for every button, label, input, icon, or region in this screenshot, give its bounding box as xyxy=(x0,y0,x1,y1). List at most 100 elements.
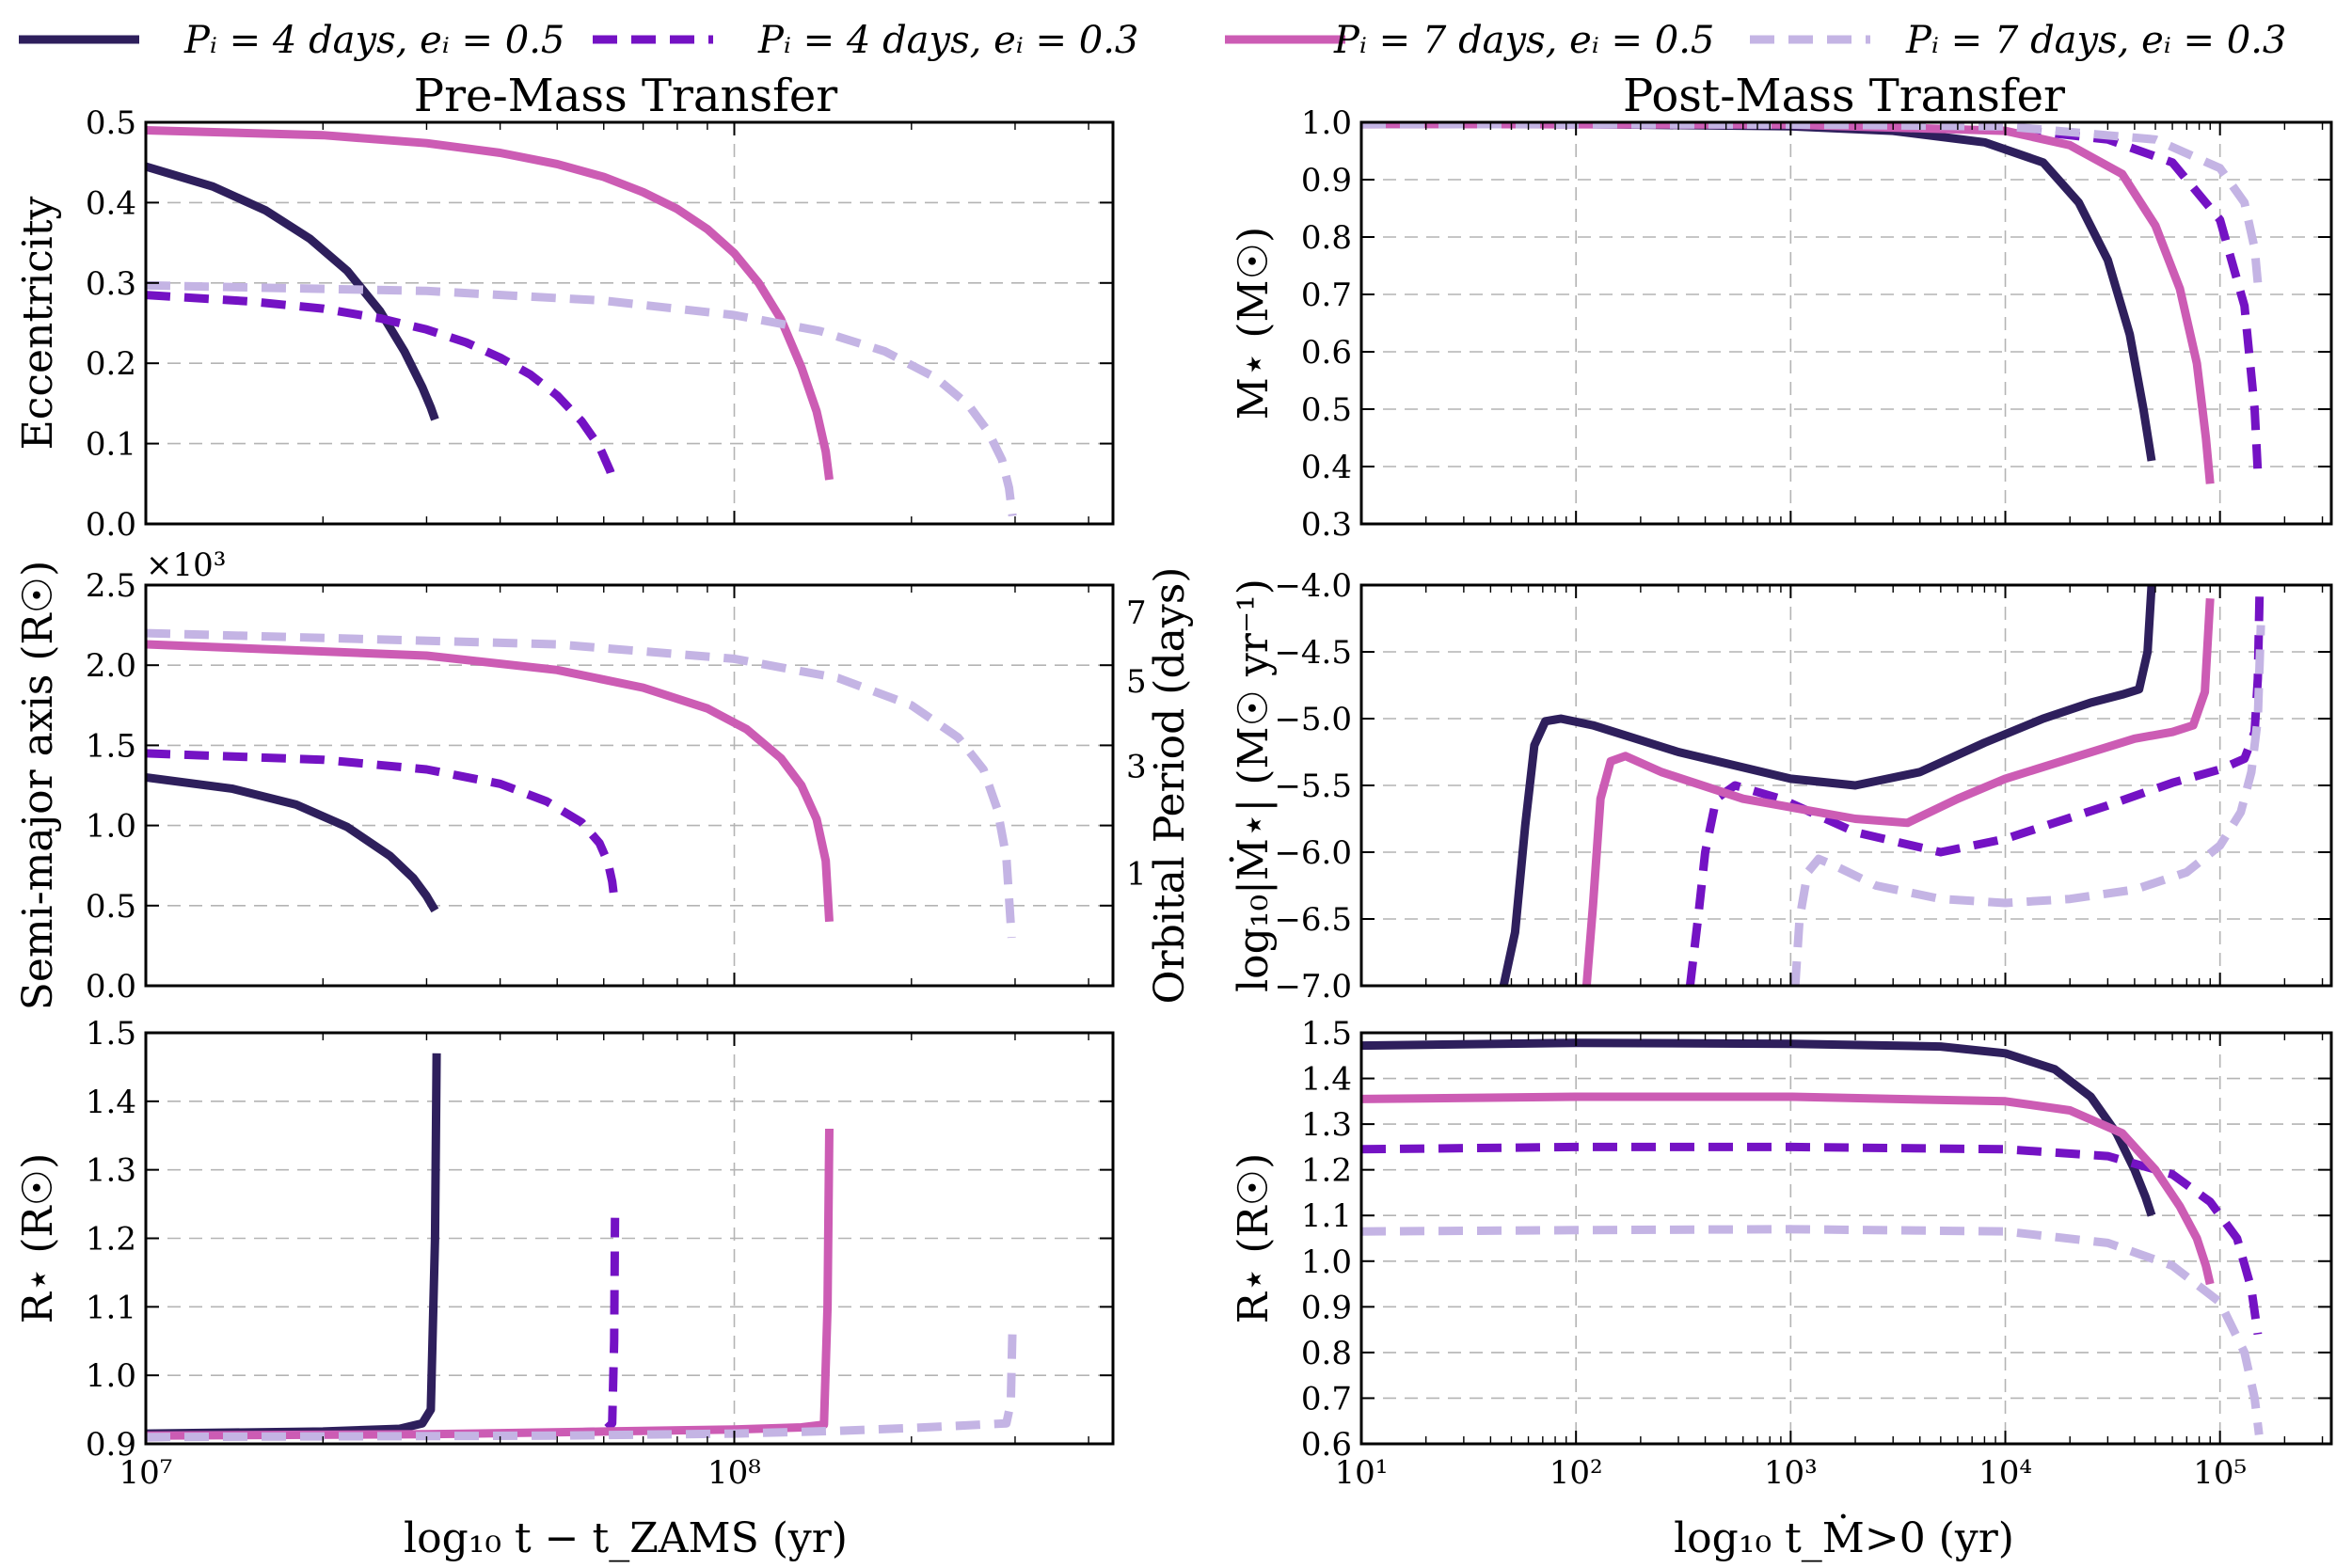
y-tick-label: 0.3 xyxy=(86,265,136,303)
axes-frame xyxy=(1359,1031,2333,1446)
panel-eccentricity: 0.0 0.1 0.2 0.3 0.4 0.5 Eccentricity xyxy=(14,104,1115,544)
series-group xyxy=(1361,122,2263,484)
period-tick-label: 7 xyxy=(1126,594,1147,632)
secondary-y-axis-label: Orbital Period (days) xyxy=(1146,567,1194,1005)
y-multiplier: ×10³ xyxy=(146,546,226,584)
series-group xyxy=(146,628,1016,939)
y-tick-label: 1.5 xyxy=(86,1015,136,1053)
series-line-2 xyxy=(1685,592,2265,986)
x-tick-label: 10¹ xyxy=(1335,1454,1389,1492)
y-tick-label: 1.4 xyxy=(1301,1061,1352,1099)
y-tick-label: 2.0 xyxy=(86,647,136,685)
y-axis-label: R⋆ (R☉) xyxy=(14,1153,62,1324)
legend-label-2: Pᵢ = 4 days, eᵢ = 0.3 xyxy=(757,19,1138,62)
legend-entry-1: Pᵢ = 4 days, eᵢ = 0.5 xyxy=(19,19,564,62)
x-tick-label: 10⁸ xyxy=(707,1454,761,1492)
series-line-3 xyxy=(146,640,834,923)
period-tick-label: 5 xyxy=(1126,663,1147,701)
axes-frame xyxy=(1359,120,2333,526)
y-tick-label: 0.5 xyxy=(1301,391,1352,429)
y-tick-label: 1.0 xyxy=(86,808,136,846)
series-line-2 xyxy=(146,1217,620,1442)
series-line-1 xyxy=(146,1053,441,1438)
legend: Pᵢ = 4 days, eᵢ = 0.5 Pᵢ = 4 days, eᵢ = … xyxy=(19,19,2286,62)
y-tick-label: 0.5 xyxy=(86,104,136,142)
y-tick-label: 0.2 xyxy=(86,345,136,383)
series-line-1 xyxy=(146,773,439,913)
series-line-2 xyxy=(146,749,619,898)
y-tick-label: 1.0 xyxy=(86,1357,136,1395)
y-tick-label: 0.8 xyxy=(1301,219,1352,257)
series-line-2 xyxy=(146,291,619,485)
y-tick-label: 0.9 xyxy=(1301,162,1352,199)
y-tick-label: 1.3 xyxy=(1301,1106,1352,1144)
panel-radius-post: 0.6 0.7 0.8 0.9 1.0 1.1 1.2 1.3 1.4 1.5 10¹ 10² 10³ 1… xyxy=(1230,1015,2333,1492)
series-line-4 xyxy=(146,628,1016,939)
y-tick-label: 0.0 xyxy=(86,506,136,544)
series-line-2 xyxy=(1361,122,2263,473)
series-line-1 xyxy=(146,162,439,421)
y-axis-label: M⋆ (M☉) xyxy=(1230,227,1278,420)
right-x-axis-label: log₁₀ t_Ṁ>0 (yr) xyxy=(1674,1513,2014,1562)
legend-label-3: Pᵢ = 7 days, eᵢ = 0.5 xyxy=(1333,19,1714,62)
y-tick-label: 2.5 xyxy=(86,567,136,605)
legend-label-4: Pᵢ = 7 days, eᵢ = 0.3 xyxy=(1905,19,2286,62)
y-tick-label: 0.5 xyxy=(86,888,136,926)
y-tick-label: 0.1 xyxy=(86,426,136,464)
legend-label-1: Pᵢ = 4 days, eᵢ = 0.5 xyxy=(183,19,564,62)
series-line-4 xyxy=(146,1327,1017,1442)
y-tick-label: −6.0 xyxy=(1274,834,1352,872)
y-tick-label: 0.3 xyxy=(1301,506,1352,544)
x-tick-label: 10² xyxy=(1549,1454,1603,1492)
legend-entry-3: Pᵢ = 7 days, eᵢ = 0.5 xyxy=(1225,19,1714,62)
y-tick-label: −5.0 xyxy=(1274,701,1352,738)
y-axis-label: log₁₀|Ṁ⋆| (M☉ yr⁻¹) xyxy=(1228,578,1278,992)
series-line-3 xyxy=(146,126,834,481)
panel-radius-pre: 0.9 1.0 1.1 1.2 1.3 1.4 1.5 10⁷ 10⁸ R⋆ (R☉) xyxy=(14,1015,1115,1492)
y-tick-label: 0.9 xyxy=(86,1426,136,1464)
y-axis-label: Semi-major axis (R☉) xyxy=(14,561,62,1011)
y-tick-label: −4.0 xyxy=(1274,567,1352,605)
axes-frame xyxy=(144,120,1115,526)
y-tick-label: 1.2 xyxy=(86,1221,136,1259)
y-tick-label: −7.0 xyxy=(1274,968,1352,1006)
series-line-4 xyxy=(1361,1225,2264,1435)
x-tick-label: 10⁷ xyxy=(119,1454,173,1492)
y-tick-label: −5.5 xyxy=(1274,768,1352,805)
y-tick-label: 1.4 xyxy=(86,1084,136,1121)
y-tick-label: 0.8 xyxy=(1301,1335,1352,1372)
right-column-title: Post-Mass Transfer xyxy=(1623,70,2065,122)
y-axis-label: Eccentricity xyxy=(14,196,62,450)
y-tick-label: 0.9 xyxy=(1301,1289,1352,1326)
y-tick-label: 1.0 xyxy=(1301,1243,1352,1281)
series-line-4 xyxy=(1790,625,2265,986)
legend-entry-4: Pᵢ = 7 days, eᵢ = 0.3 xyxy=(1750,19,2286,62)
series-line-4 xyxy=(146,280,1017,517)
y-tick-label: 0.4 xyxy=(1301,449,1352,486)
series-line-1 xyxy=(1361,1038,2156,1217)
x-tick-label: 10⁵ xyxy=(2193,1454,2247,1492)
y-axis-label: R⋆ (R☉) xyxy=(1230,1153,1278,1324)
series-line-3 xyxy=(1581,597,2215,986)
series-group xyxy=(1361,1038,2264,1435)
y-tick-label: −6.5 xyxy=(1274,901,1352,939)
y-tick-label: 1.3 xyxy=(86,1152,136,1190)
y-tick-label: 1.0 xyxy=(1301,104,1352,142)
series-group xyxy=(146,126,1017,517)
period-tick-label: 3 xyxy=(1126,749,1147,786)
period-tick-label: 1 xyxy=(1126,856,1147,894)
y-tick-label: 1.1 xyxy=(1301,1197,1352,1235)
y-tick-label: −4.5 xyxy=(1274,634,1352,672)
y-tick-label: 0.7 xyxy=(1301,1380,1352,1418)
series-line-2 xyxy=(1361,1142,2263,1336)
legend-entry-2: Pᵢ = 4 days, eᵢ = 0.3 xyxy=(593,19,1138,62)
series-group xyxy=(1499,585,2265,986)
series-group xyxy=(146,1053,1017,1442)
y-tick-label: 0.6 xyxy=(1301,334,1352,372)
x-tick-label: 10³ xyxy=(1764,1454,1818,1492)
series-line-4 xyxy=(1361,122,2263,284)
y-tick-label: 1.5 xyxy=(86,727,136,765)
y-tick-label: 1.2 xyxy=(1301,1152,1352,1190)
